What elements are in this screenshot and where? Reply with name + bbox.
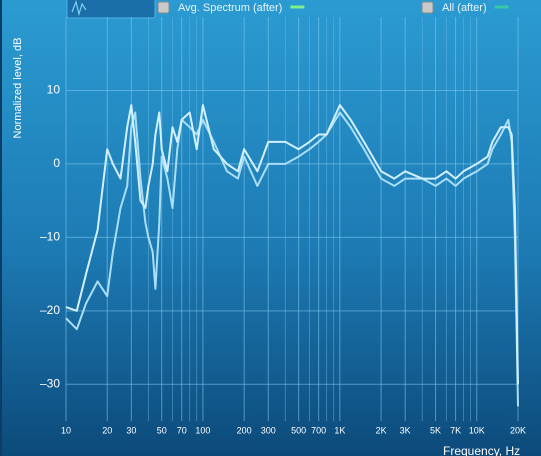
x-tick-label: 10K — [469, 425, 485, 435]
x-tick-label: 300 — [261, 425, 276, 435]
legend-checkbox — [421, 1, 434, 14]
series-line — [65, 111, 519, 407]
x-tick-label: 70 — [177, 425, 187, 435]
legend: Avg. Spectrum (after) All (after) — [157, 1, 509, 14]
x-axis-label: Frequency, Hz — [443, 444, 520, 456]
legend-label: Avg. Spectrum (after) — [178, 2, 282, 14]
x-tick-label: 2K — [376, 425, 387, 435]
x-tick-label: 5K — [430, 425, 441, 435]
x-tick-label: 10 — [61, 425, 71, 435]
y-tick-label: 0 — [53, 156, 60, 170]
legend-label: All (after) — [442, 2, 487, 14]
legend-checkbox — [157, 1, 170, 14]
series-line — [65, 104, 519, 385]
y-tick-label: –10 — [40, 230, 60, 244]
x-tick-label: 50 — [157, 425, 167, 435]
x-tick-label: 700 — [311, 425, 326, 435]
x-tick-label: 7K — [450, 425, 461, 435]
labels: Normalized level, dB Frequency, Hz 10 20 3… — [12, 38, 526, 456]
x-tick-label: 500 — [291, 425, 306, 435]
x-tick-label: 200 — [237, 425, 252, 435]
lines — [65, 104, 519, 407]
grid — [65, 17, 519, 421]
x-tick-label: 20 — [102, 425, 112, 435]
x-tick-label: 100 — [195, 425, 210, 435]
left-edge — [0, 0, 2, 456]
x-tick-label: 30 — [126, 425, 136, 435]
y-tick-label: –30 — [40, 376, 60, 390]
y-tick-label: 10 — [47, 83, 61, 97]
x-tick-label: 3K — [400, 425, 411, 435]
y-axis-label: Normalized level, dB — [12, 38, 24, 139]
x-tick-label: 20K — [510, 425, 526, 435]
y-tick-label: –20 — [40, 303, 60, 317]
logo — [66, 0, 156, 19]
x-tick-label: 1K — [334, 425, 345, 435]
